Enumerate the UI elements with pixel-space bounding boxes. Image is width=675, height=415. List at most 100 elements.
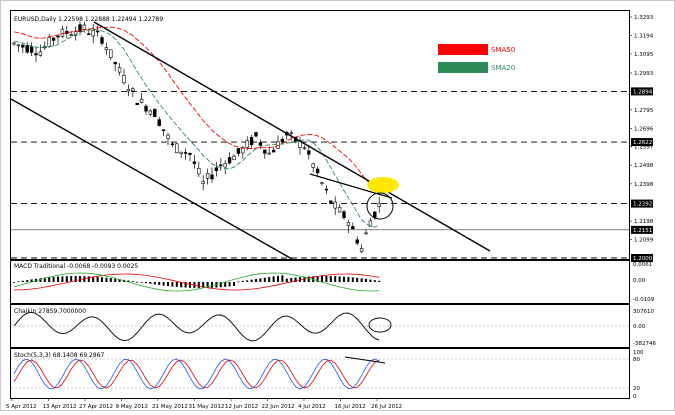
time-axis: 5 Apr 2012 13 Apr 2012 27 Apr 2012 9 May 20… [6, 398, 402, 410]
macd-bar [114, 278, 117, 282]
candle-body [51, 37, 56, 41]
macd-bar [109, 278, 112, 282]
candle-body [232, 155, 236, 161]
macd-bar [96, 276, 99, 282]
macd-bar [149, 282, 152, 284]
macd-bar [272, 276, 275, 282]
macd-panel[interactable]: MACD Traditional -0.0068 -0.0093 0.0025 … [10, 260, 655, 304]
candle-body [148, 110, 153, 115]
time-tick-label: 26 Jul 2012 [371, 404, 402, 410]
candle-body [153, 109, 157, 117]
candle-body [131, 88, 135, 92]
candle-body [289, 132, 293, 135]
candle-body [302, 147, 307, 150]
candle-body [355, 239, 359, 244]
main-price-panel[interactable]: EURUSD,Daily 1.22598 1.22888 1.22494 1.2… [10, 10, 654, 263]
candle-body [280, 138, 285, 143]
candle-body [219, 164, 223, 167]
stoch-tick-20: 20 [633, 386, 640, 392]
price-tick-label: 1.3194 [634, 33, 654, 39]
chaikin-line [13, 311, 380, 342]
level-label: 1.2151 [633, 228, 652, 234]
price-tick-label: 1.2498 [634, 163, 654, 169]
macd-bar [360, 278, 363, 282]
sma-legend: SMA50 SMA20 [438, 44, 515, 73]
time-tick-label: 13 Apr 2012 [43, 404, 77, 410]
price-tick-label: 1.2696 [634, 126, 654, 132]
candle-body [60, 28, 65, 37]
candle-body [351, 226, 355, 230]
candle-body [179, 151, 183, 154]
candle-body [21, 44, 25, 48]
macd-bar [43, 277, 46, 282]
sma50-line [13, 26, 380, 193]
macd-bar [373, 280, 376, 282]
macd-bar [127, 280, 130, 282]
macd-tick-top: 0.0061 [633, 262, 652, 268]
macd-bar [294, 277, 297, 282]
macd-bar [351, 277, 354, 282]
candle-body [126, 89, 131, 92]
sma20-legend-swatch [438, 62, 488, 73]
candle-body [87, 33, 91, 36]
time-tick-label: 5 Apr 2012 [6, 404, 37, 410]
resistance-line[interactable] [309, 173, 393, 199]
time-tick-label: 9 May 2012 [116, 404, 148, 410]
level-label-box [631, 254, 653, 262]
candle-body [245, 140, 249, 148]
candle-body [333, 201, 337, 209]
upper-trendline[interactable] [93, 21, 491, 252]
candle-body [223, 163, 227, 168]
macd-bar [307, 276, 310, 282]
macd-bar [65, 276, 68, 282]
macd-bar [105, 277, 108, 282]
candlestick-series [12, 21, 381, 254]
macd-bar [197, 282, 200, 288]
candle-body [227, 157, 232, 164]
macd-bar [285, 278, 288, 282]
macd-bar [87, 276, 90, 282]
level-label-box [631, 138, 653, 147]
macd-bar [246, 280, 249, 282]
level-label-box [631, 87, 653, 96]
candle-body [166, 134, 170, 139]
macd-bar [158, 282, 161, 286]
macd-panel-header: MACD Traditional -0.0068 -0.0093 0.0025 [14, 263, 138, 270]
candle-body [346, 222, 351, 227]
candle-body [113, 61, 117, 65]
macd-tick-bottom: -0.0109 [633, 297, 655, 303]
price-tick-label: 1.2198 [634, 219, 654, 225]
macd-signal-line [13, 273, 380, 291]
time-tick-label: 12 Jun 2012 [225, 404, 258, 410]
macd-bar [171, 282, 174, 287]
macd-tick-zero: 0.00 [633, 278, 646, 284]
macd-bar [74, 276, 77, 282]
macd-bar [316, 276, 319, 282]
candle-body [307, 150, 311, 155]
chaikin-panel[interactable]: Chaikin 27859.7000000 307610 0.00 -38274… [10, 304, 657, 348]
macd-bar [228, 282, 231, 287]
candle-body [254, 132, 258, 137]
macd-bar [219, 282, 222, 288]
candle-body [359, 248, 364, 252]
candle-body [311, 163, 315, 168]
candle-body [249, 137, 254, 145]
candle-body [337, 207, 342, 213]
candle-body [100, 37, 104, 44]
macd-bar [233, 282, 235, 286]
stochastic-panel[interactable]: Stoch(5,3,3) 68.1408 69.2867 100 80 20 0 [10, 348, 644, 401]
macd-line [13, 272, 380, 292]
lower-trendline[interactable] [10, 98, 293, 260]
macd-bar [30, 279, 33, 282]
price-tick-label: 1.2795 [634, 108, 654, 114]
macd-bar [70, 276, 73, 282]
candle-body [236, 148, 241, 154]
main-panel-border [10, 10, 630, 260]
stoch-signal-line [13, 359, 380, 389]
candle-body [91, 30, 95, 37]
highlight-marker [367, 177, 399, 193]
candle-body [210, 174, 214, 180]
circle-annotation [366, 192, 394, 220]
